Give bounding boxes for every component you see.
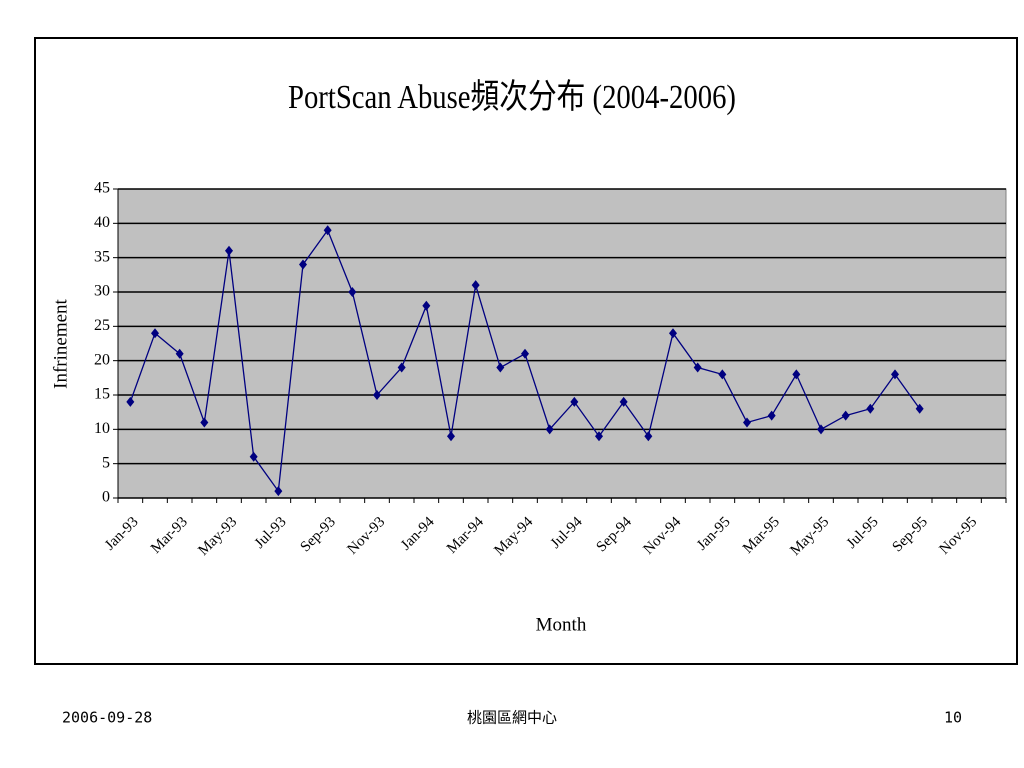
y-axis-label: Infrinement — [50, 298, 71, 388]
y-tick-label: 35 — [94, 248, 110, 265]
data-point — [841, 410, 850, 421]
data-point — [299, 259, 307, 270]
data-point — [595, 431, 603, 442]
data-point — [792, 369, 801, 380]
data-point — [447, 431, 455, 442]
footer-page-number: 10 — [944, 709, 962, 727]
data-point — [249, 451, 258, 462]
data-point — [743, 417, 751, 428]
data-point — [693, 362, 702, 373]
y-tick-label: 25 — [94, 317, 110, 334]
data-point — [496, 362, 505, 373]
data-point — [348, 287, 357, 297]
y-tick-label: 0 — [102, 489, 110, 506]
data-point — [175, 348, 184, 359]
data-point — [545, 424, 554, 435]
y-tick-label: 20 — [94, 351, 110, 368]
data-point — [323, 225, 332, 236]
data-point — [200, 417, 209, 428]
data-point — [891, 369, 899, 380]
data-point — [915, 403, 924, 414]
data-point — [422, 300, 431, 311]
y-tick-label: 30 — [94, 283, 110, 300]
y-tick-label: 45 — [94, 180, 110, 197]
y-tick-label: 10 — [94, 420, 110, 437]
data-point — [644, 431, 653, 442]
data-point — [471, 280, 480, 291]
plot-area — [117, 188, 1007, 499]
data-point — [866, 403, 875, 414]
data-point — [274, 486, 283, 497]
y-tick-label: 40 — [94, 214, 110, 231]
footer-organization: 桃園區網中心 — [467, 709, 557, 727]
footer-date: 2006-09-28 — [62, 709, 152, 727]
data-point — [225, 245, 233, 256]
data-point — [521, 348, 529, 359]
data-point — [570, 396, 579, 407]
data-point — [126, 396, 135, 407]
x-axis-label: Month — [536, 614, 587, 635]
chart-title: PortScan Abuse頻次分布 (2004-2006) — [288, 78, 736, 116]
data-point — [151, 328, 159, 339]
data-point — [767, 410, 776, 421]
data-point — [817, 424, 825, 435]
y-tick-label: 15 — [94, 386, 110, 403]
data-point — [619, 396, 628, 407]
data-point — [669, 328, 677, 339]
data-point — [718, 369, 727, 380]
data-point — [373, 390, 381, 400]
data-point — [397, 362, 406, 373]
y-tick-label: 5 — [102, 454, 110, 471]
